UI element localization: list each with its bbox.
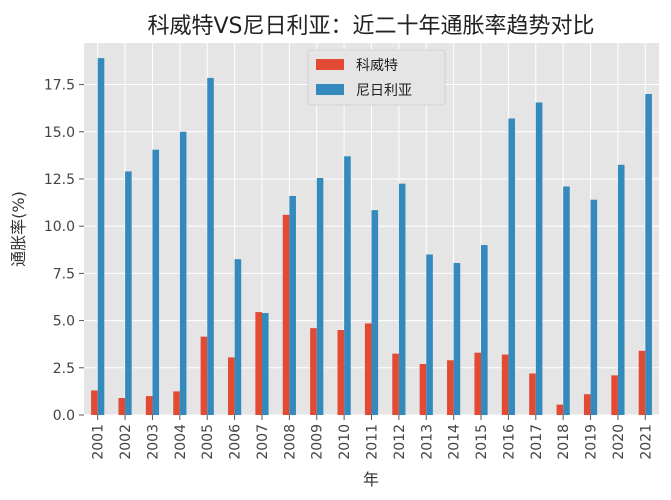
bar-kuwait-2015 [474, 352, 482, 415]
y-tick-label: 2.5 [53, 361, 75, 377]
x-tick-label: 2004 [173, 424, 189, 460]
bars [91, 58, 652, 416]
x-tick-label: 2017 [529, 424, 545, 460]
x-tick-label: 2018 [556, 424, 572, 460]
bar-nigeria-2002 [125, 171, 132, 415]
bar-nigeria-2013 [426, 254, 433, 415]
bar-kuwait-2003 [145, 396, 153, 415]
x-tick-label: 2015 [474, 424, 490, 460]
y-tick-label: 0.0 [53, 408, 75, 424]
bar-nigeria-2017 [535, 102, 543, 415]
bar-nigeria-2005 [207, 77, 214, 415]
bar-nigeria-2003 [152, 149, 160, 415]
bar-kuwait-2001 [91, 390, 98, 415]
bar-kuwait-2014 [447, 360, 454, 415]
x-axis-ticks: 2001 2002 2003 2004 2005 2006 2007 2008 2009 2010… [91, 415, 654, 460]
bar-nigeria-2019 [590, 199, 598, 415]
x-axis-label: 年 [363, 470, 379, 489]
bar-kuwait-2016 [501, 354, 509, 415]
bar-kuwait-2012 [392, 353, 399, 415]
bar-nigeria-2021 [645, 93, 652, 415]
bar-kuwait-2006 [227, 357, 235, 415]
bar-nigeria-2010 [344, 156, 351, 415]
x-tick-label: 2012 [392, 424, 408, 460]
x-tick-label: 2009 [310, 424, 326, 460]
bar-nigeria-2001 [97, 58, 105, 415]
x-tick-label: 2001 [91, 424, 107, 460]
x-tick-label: 2020 [611, 424, 627, 460]
x-tick-label: 2007 [255, 424, 271, 460]
x-tick-label: 2005 [200, 424, 216, 460]
bar-kuwait-2009 [310, 328, 317, 415]
bar-kuwait-2007 [255, 312, 262, 415]
x-tick-label: 2014 [447, 424, 463, 460]
y-tick-label: 12.5 [44, 172, 75, 188]
legend-swatch-nigeria [316, 84, 344, 95]
legend: 科威特 尼日利亚 [307, 49, 446, 106]
bar-nigeria-2016 [508, 118, 516, 416]
bar-nigeria-2012 [398, 183, 406, 415]
y-tick-label: 5.0 [53, 314, 75, 330]
bar-kuwait-2019 [583, 394, 591, 415]
x-tick-label: 2010 [337, 424, 353, 460]
bar-nigeria-2009 [316, 178, 324, 415]
bar-nigeria-2011 [371, 210, 379, 415]
y-tick-label: 15.0 [44, 125, 75, 141]
legend-swatch-kuwait [316, 59, 344, 70]
bar-nigeria-2020 [617, 164, 625, 415]
bar-kuwait-2020 [611, 375, 618, 415]
legend-label-nigeria: 尼日利亚 [356, 83, 412, 99]
bar-kuwait-2021 [638, 350, 646, 415]
bar-kuwait-2017 [529, 373, 536, 415]
x-tick-label: 2016 [501, 424, 517, 460]
x-tick-label: 2008 [282, 424, 298, 460]
bar-nigeria-2015 [481, 245, 488, 415]
bar-kuwait-2005 [200, 336, 208, 415]
y-axis-ticks: 0.0 2.5 5.0 7.5 10.0 12.5 15.0 17.5 [44, 78, 84, 424]
x-tick-label: 2011 [365, 424, 381, 460]
bar-kuwait-2008 [282, 214, 290, 415]
bar-nigeria-2004 [179, 131, 187, 415]
legend-label-kuwait: 科威特 [356, 58, 398, 74]
y-tick-label: 7.5 [53, 266, 75, 282]
bar-kuwait-2002 [118, 398, 126, 415]
x-tick-label: 2021 [638, 424, 654, 460]
y-tick-label: 10.0 [44, 219, 75, 235]
bar-nigeria-2008 [289, 195, 296, 415]
bar-nigeria-2018 [563, 186, 570, 415]
x-tick-label: 2013 [419, 424, 435, 460]
bar-nigeria-2007 [261, 313, 269, 415]
bar-kuwait-2004 [173, 391, 180, 415]
x-tick-label: 2003 [145, 424, 161, 460]
y-tick-label: 17.5 [44, 78, 75, 94]
bar-kuwait-2018 [556, 404, 564, 415]
x-tick-label: 2019 [584, 424, 600, 460]
x-tick-label: 2006 [228, 424, 244, 460]
x-tick-label: 2002 [118, 424, 134, 460]
bar-nigeria-2014 [453, 262, 461, 415]
y-axis-label: 通胀率(%) [9, 191, 28, 267]
bar-kuwait-2011 [364, 323, 372, 415]
chart-title: 科威特VS尼日利亚：近二十年通胀率趋势对比 [147, 14, 594, 39]
bar-nigeria-2006 [234, 259, 242, 415]
bar-kuwait-2013 [419, 364, 427, 415]
bar-kuwait-2010 [337, 330, 345, 415]
